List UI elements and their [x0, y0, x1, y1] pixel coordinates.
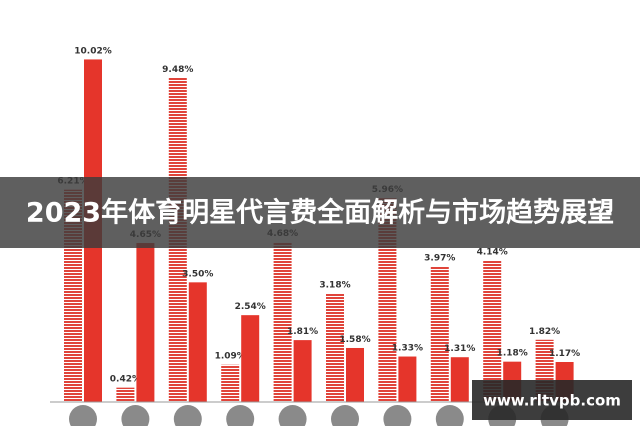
value-label: 4.14% — [477, 247, 508, 257]
value-label: 1.31% — [444, 344, 475, 354]
bar — [241, 315, 260, 402]
bar — [398, 356, 417, 402]
bar — [430, 266, 449, 402]
value-label: 1.82% — [529, 327, 560, 337]
bar — [188, 282, 207, 402]
value-label: 2.54% — [235, 302, 266, 312]
bar — [136, 243, 155, 402]
plot-area: 6.21%10.02%0.42%4.65%9.48%3.50%1.09%2.54… — [57, 46, 580, 403]
value-label: 0.42% — [110, 375, 141, 385]
bar — [221, 364, 240, 402]
value-label: 3.97% — [424, 253, 455, 263]
avatar — [173, 405, 202, 426]
value-label: 3.50% — [182, 269, 213, 279]
avatar — [69, 405, 97, 426]
value-label: 1.17% — [549, 349, 580, 359]
avatar — [278, 405, 307, 426]
value-label: 1.33% — [392, 344, 423, 354]
avatar — [226, 405, 255, 426]
avatar — [383, 405, 412, 426]
avatar — [435, 405, 464, 426]
bar — [273, 242, 292, 402]
avatar — [121, 405, 150, 426]
watermark: www.rltvpb.com — [483, 392, 621, 410]
bar — [346, 347, 364, 402]
title-banner — [0, 177, 640, 248]
value-label: 1.81% — [287, 327, 318, 337]
bar — [483, 260, 502, 402]
chart-title: 2023年体育明星代言费全面解析与市场趋势展望 — [26, 197, 614, 229]
value-label: 1.18% — [497, 349, 528, 359]
value-label: 9.48% — [162, 65, 193, 75]
bar — [326, 293, 344, 402]
bar — [378, 198, 397, 402]
bar — [450, 357, 469, 402]
value-label: 1.09% — [215, 352, 246, 362]
bar — [293, 340, 312, 402]
value-label: 3.18% — [319, 280, 350, 290]
value-label: 1.58% — [339, 335, 370, 345]
watermark-box — [472, 380, 632, 420]
value-label: 10.02% — [74, 46, 112, 56]
avatar — [331, 405, 359, 426]
bar — [116, 387, 135, 402]
